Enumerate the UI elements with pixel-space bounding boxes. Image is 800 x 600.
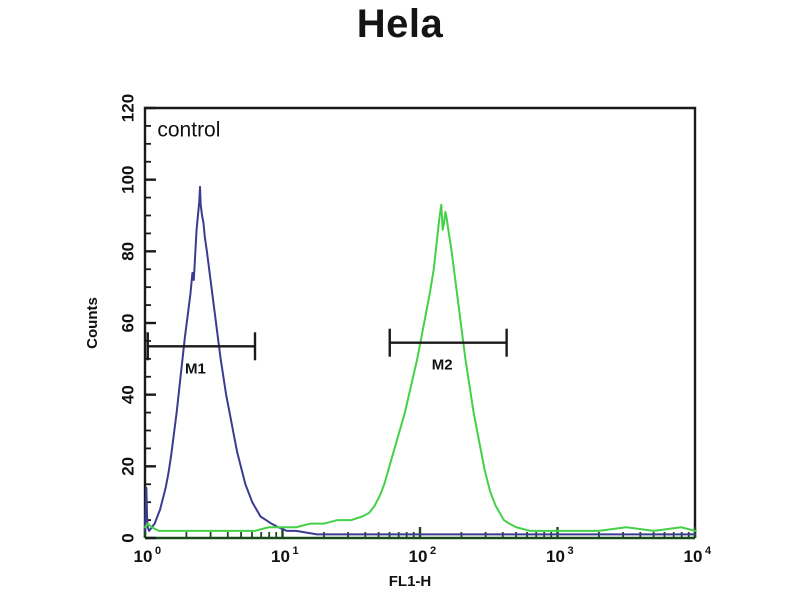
y-tick-label: 60 [118,314,137,333]
plot-frame [143,106,697,540]
svg-text:10: 10 [271,547,290,566]
annotation-control: control [157,119,220,142]
svg-text:10: 10 [546,547,565,566]
y-tick-label: 40 [118,385,137,404]
y-tick-label: 120 [118,94,137,122]
y-tick-label: 20 [118,457,137,476]
page-title: Hela [356,2,444,46]
gate-marker: M2 [388,328,508,374]
y-axis-labels: 0 20 40 60 80 100 120 [118,94,137,543]
data-series [144,185,696,536]
x-axis-title: FL1-H [389,573,432,590]
svg-text:10: 10 [409,547,428,566]
svg-text:0: 0 [155,545,161,557]
svg-text:2: 2 [430,545,436,557]
axis-titles: FL1-H Counts [84,297,431,590]
gate-marker-label: M1 [185,360,206,377]
histogram-trace [144,185,696,536]
y-tick-label: 80 [118,242,137,261]
histogram-trace [144,203,696,532]
svg-text:3: 3 [567,545,573,557]
x-axis-labels: 10 0 10 1 10 2 10 3 10 4 [134,545,712,566]
x-tick-label: 10 3 [546,545,574,566]
x-tick-label: 10 1 [271,545,299,566]
svg-text:4: 4 [705,545,712,557]
y-axis-title: Counts [84,297,101,349]
svg-text:1: 1 [292,545,298,557]
svg-text:10: 10 [134,547,153,566]
x-tick-label: 10 2 [409,545,437,566]
axis-ticks [143,106,697,540]
y-tick-label: 100 [118,165,137,193]
gate-marker: M1 [146,332,257,377]
x-tick-label: 10 4 [684,545,712,566]
x-tick-label: 10 0 [134,545,162,566]
y-tick-label: 0 [118,533,137,542]
gate-marker-label: M2 [432,357,453,374]
gate-markers: M1 M2 [146,328,508,377]
plot-annotations: control [157,119,220,142]
svg-text:10: 10 [684,547,703,566]
